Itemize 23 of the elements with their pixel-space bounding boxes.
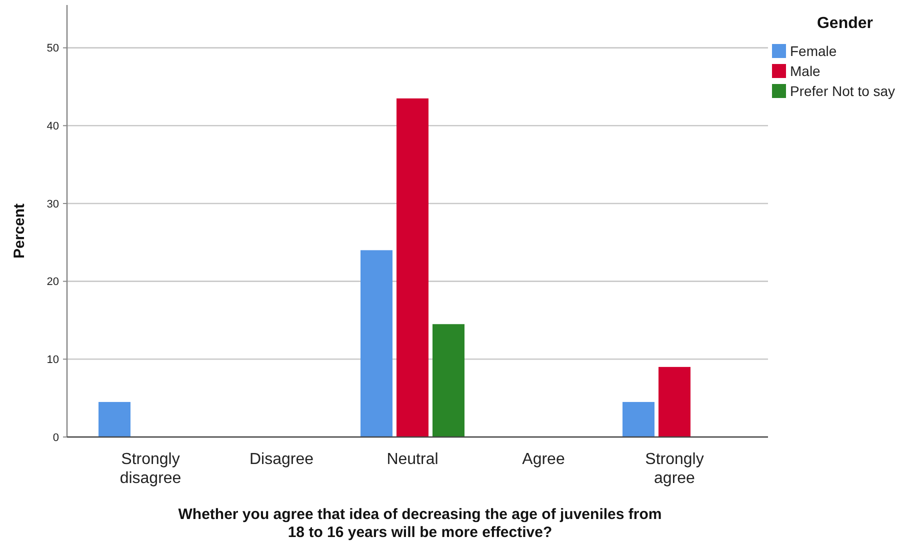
x-tick-label: Agree bbox=[522, 451, 565, 468]
y-tick-label: 20 bbox=[46, 276, 59, 288]
x-tick-label: Neutral bbox=[386, 451, 438, 468]
y-tick-label: 40 bbox=[46, 120, 59, 132]
x-tick-label: Disagree bbox=[249, 451, 314, 468]
bar bbox=[396, 98, 428, 437]
bar bbox=[622, 402, 654, 437]
bar bbox=[360, 250, 392, 437]
y-tick-label: 10 bbox=[46, 354, 59, 366]
y-tick-label: 30 bbox=[46, 198, 59, 210]
bar bbox=[98, 402, 130, 437]
legend-label: Prefer Not to say bbox=[790, 82, 896, 99]
legend-title: Gender bbox=[816, 15, 874, 32]
legend-label: Female bbox=[790, 42, 837, 59]
legend-label: Male bbox=[790, 62, 821, 79]
bar bbox=[432, 324, 464, 437]
x-tick-label: Strongly disagree bbox=[120, 451, 182, 487]
x-axis-title: Whether you agree that idea of decreasing the age of juveniles from 18 to 16 years will be more effective? bbox=[178, 506, 662, 541]
y-tick-label: 0 bbox=[52, 432, 59, 444]
x-tick-label: Strongly agree bbox=[645, 451, 704, 487]
y-tick-label: 50 bbox=[46, 42, 59, 55]
y-axis-title: Percent bbox=[11, 203, 28, 259]
bar bbox=[658, 366, 690, 437]
